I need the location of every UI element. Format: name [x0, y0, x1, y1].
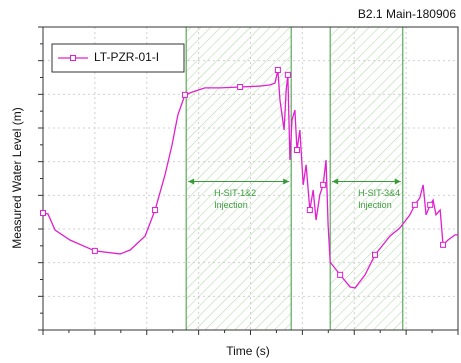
legend-marker [70, 55, 76, 61]
legend: LT-PZR-01-I [51, 43, 185, 73]
data-marker [40, 210, 46, 217]
region-label: Injection [358, 200, 392, 210]
injection-region [329, 26, 404, 331]
data-marker [440, 241, 447, 248]
data-marker [237, 83, 244, 90]
data-marker [320, 181, 327, 188]
legend-label: LT-PZR-01-I [94, 50, 159, 64]
data-marker [372, 251, 378, 258]
data-line [42, 69, 458, 289]
region-label: H-SIT-1&2 [214, 188, 256, 198]
chart-title: B2.1 Main-180906 [358, 7, 456, 21]
data-marker [181, 91, 188, 98]
data-marker [427, 201, 434, 208]
x-axis-label: Time (s) [226, 344, 270, 358]
data-marker [91, 247, 98, 254]
data-marker [306, 207, 313, 214]
data-marker [152, 207, 159, 214]
data-marker [411, 201, 418, 208]
y-axis-label: Measured Water Level (m) [10, 107, 24, 249]
region-label: H-SIT-3&4 [358, 188, 400, 198]
data-marker [274, 67, 281, 74]
data-marker [293, 147, 300, 154]
region-label: Injection [214, 200, 248, 210]
data-marker [337, 271, 344, 278]
data-marker [284, 71, 291, 78]
